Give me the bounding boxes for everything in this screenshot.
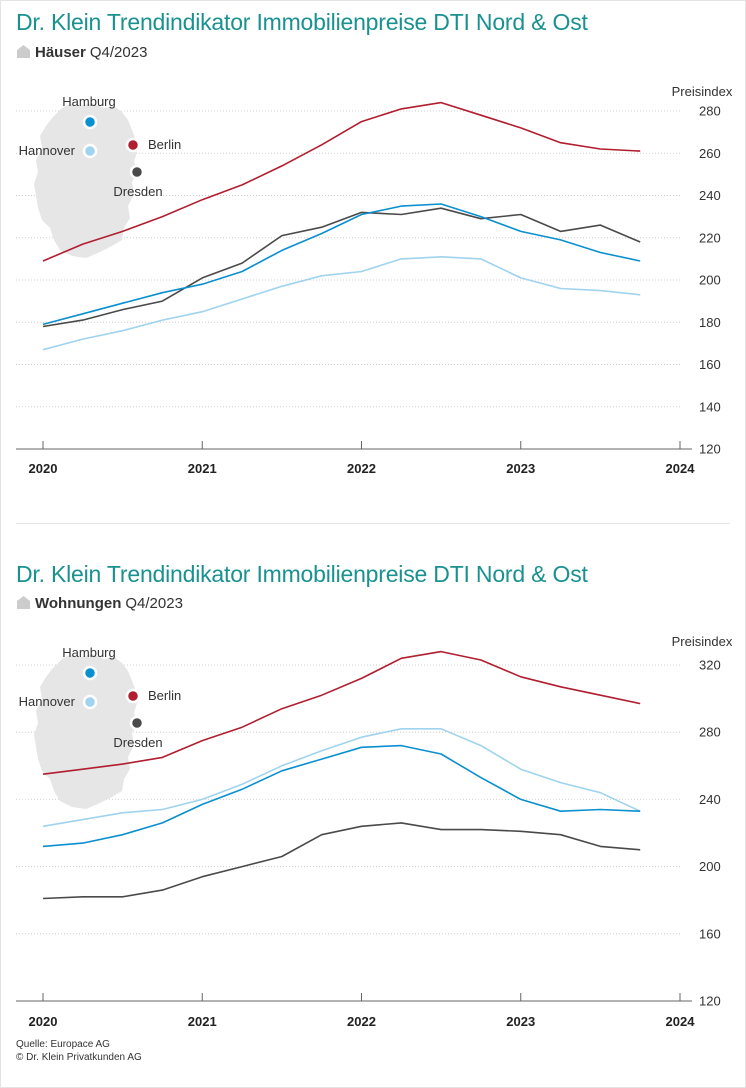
chart-subtitle: Wohnungen Q4/2023 [16, 595, 183, 612]
subtitle-period: Q4/2023 [89, 44, 148, 61]
x-tick-label: 2022 [347, 1014, 376, 1029]
x-tick-label: 2023 [506, 461, 535, 476]
subtitle-category: Wohnungen [35, 595, 122, 612]
germany-map-icon [34, 103, 138, 258]
copyright-note: © Dr. Klein Privatkunden AG [16, 1052, 142, 1063]
chart-title: Dr. Klein Trendindikator Immobilienpreis… [16, 561, 588, 587]
legend-label-hannover: Hannover [19, 143, 76, 158]
y-tick-label: 200 [699, 273, 721, 288]
legend-label-hannover: Hannover [19, 694, 76, 709]
footer: Quelle: Europace AG © Dr. Klein Privatku… [16, 1038, 142, 1064]
series-line-hamburg [42, 203, 641, 326]
y-tick-label: 160 [699, 926, 721, 941]
series-line-hannover [42, 255, 641, 351]
y-axis-title: Preisindex [672, 84, 733, 99]
legend-dot-dresden [129, 715, 145, 731]
y-tick-label: 200 [699, 859, 721, 874]
chart-subtitle: Häuser Q4/2023 [16, 44, 147, 61]
y-tick-label: 220 [699, 230, 721, 245]
legend-dot-berlin [125, 688, 141, 704]
x-tick-label: 2024 [666, 1014, 696, 1029]
series-line-dresden [42, 822, 641, 900]
series-line-dresden [42, 207, 641, 328]
germany-map-legend [34, 103, 138, 258]
legend-label-hamburg: Hamburg [62, 94, 115, 109]
germany-map-legend [34, 654, 138, 809]
germany-map-icon [34, 654, 138, 809]
house-icon [17, 596, 30, 609]
x-tick-label: 2021 [188, 1014, 217, 1029]
legend-dot-hannover [82, 143, 98, 159]
series-line-berlin [42, 101, 641, 262]
legend-label-dresden: Dresden [113, 184, 162, 199]
chart-title: Dr. Klein Trendindikator Immobilienpreis… [16, 9, 588, 35]
y-axis-title: Preisindex [672, 634, 733, 649]
line-chart-haeuser: 120 140 160 180 200 220 240 260 280 Preisindex 202… [16, 84, 733, 476]
series-line-berlin [42, 650, 641, 775]
legend-dot-berlin [125, 137, 141, 153]
y-tick-label: 320 [699, 658, 721, 673]
y-tick-label: 160 [699, 357, 721, 372]
series-line-hamburg [42, 744, 641, 848]
line-chart-wohnungen: 120 160 200 240 280 320 Preisindex 2020 2021 2022… [16, 634, 733, 1029]
legend-dot-hamburg [82, 665, 98, 681]
x-tick-label: 2020 [29, 1014, 58, 1029]
legend-label-dresden: Dresden [113, 735, 162, 750]
source-note: Quelle: Europace AG [16, 1039, 110, 1050]
x-tick-label: 2022 [347, 461, 376, 476]
x-tick-label: 2024 [666, 461, 696, 476]
x-tick-label: 2023 [506, 1014, 535, 1029]
y-tick-label: 260 [699, 146, 721, 161]
y-tick-label: 120 [699, 994, 721, 1009]
y-tick-label: 240 [699, 792, 721, 807]
legend-label-berlin: Berlin [148, 688, 181, 703]
x-tick-label: 2020 [29, 461, 58, 476]
legend-dot-hannover [82, 694, 98, 710]
house-icon [17, 45, 30, 58]
series-line-hannover [42, 727, 641, 828]
y-tick-label: 280 [699, 725, 721, 740]
y-tick-label: 180 [699, 315, 721, 330]
subtitle-period: Q4/2023 [125, 595, 183, 612]
y-tick-label: 240 [699, 188, 721, 203]
legend-dot-dresden [129, 164, 145, 180]
legend-markers: Berlin Hamburg Hannover Dresden [19, 94, 182, 199]
legend-label-hamburg: Hamburg [62, 645, 115, 660]
x-tick-label: 2021 [188, 461, 217, 476]
panel-haeuser: Dr. Klein Trendindikator Immobilienpreis… [0, 0, 746, 523]
subtitle-category: Häuser [35, 44, 86, 61]
legend-markers: Berlin Hamburg Hannover Dresden [19, 645, 182, 750]
legend-dot-hamburg [82, 114, 98, 130]
legend-label-berlin: Berlin [148, 137, 181, 152]
y-tick-label: 120 [699, 442, 721, 457]
panel-divider [16, 523, 730, 524]
panel-wohnungen: Dr. Klein Trendindikator Immobilienpreis… [0, 524, 746, 1029]
y-tick-label: 140 [699, 399, 721, 414]
y-tick-label: 280 [699, 104, 721, 119]
